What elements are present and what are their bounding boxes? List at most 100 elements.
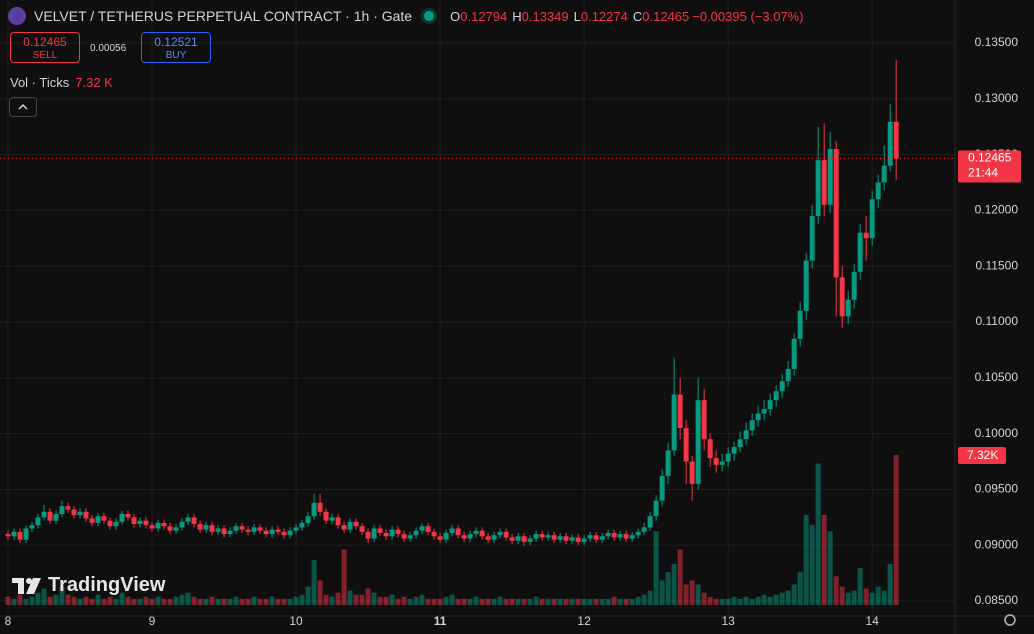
candle-body <box>689 461 695 484</box>
candle-body <box>437 536 443 540</box>
candle-body <box>443 532 449 540</box>
candle-body <box>803 260 809 311</box>
candle-body <box>89 518 95 523</box>
candle-body <box>107 520 113 527</box>
volume-bar <box>107 596 113 605</box>
y-tick-label: 0.12000 <box>975 203 1019 217</box>
candle-body <box>605 532 611 537</box>
volume-bar <box>521 598 527 605</box>
candle-body <box>167 526 173 531</box>
candle-body <box>209 525 215 532</box>
watermark-text: TradingView <box>48 574 166 596</box>
ohlc-key: O <box>450 8 461 24</box>
candle-body <box>425 526 431 532</box>
volume-value-box <box>958 447 1006 464</box>
volume-bar <box>455 598 461 605</box>
volume-bar <box>437 598 443 605</box>
volume-bar <box>827 531 833 605</box>
price-change: −0.00395 (−3.07%) <box>692 8 804 24</box>
candle-body <box>485 536 491 540</box>
volume-bar <box>833 576 839 605</box>
candle-body <box>851 271 857 300</box>
volume-bar <box>749 598 755 605</box>
volume-bar <box>863 588 869 605</box>
volume-bar <box>875 586 881 605</box>
settings-icon[interactable] <box>1004 614 1016 626</box>
volume-legend: Vol · Ticks 7.32 K <box>10 75 113 90</box>
volume-bar <box>839 586 845 605</box>
volume-bar <box>815 463 821 605</box>
volume-bar <box>407 598 413 605</box>
volume-bar <box>545 598 551 605</box>
collapse-button[interactable] <box>9 97 37 117</box>
candle-body <box>701 400 707 440</box>
candle-body <box>149 525 155 529</box>
symbol-title: VELVET / TETHERUS PERPETUAL CONTRACT · 1… <box>34 8 413 24</box>
volume-bar <box>119 592 125 605</box>
x-tick-label: 13 <box>721 614 735 628</box>
volume-bar <box>365 588 371 605</box>
volume-bar <box>791 584 797 605</box>
volume-bar <box>413 596 419 605</box>
candle-body <box>371 528 377 539</box>
volume-bar <box>845 592 851 605</box>
chevron-icon <box>18 103 28 110</box>
volume-bar <box>503 598 509 605</box>
candle-body <box>449 528 455 533</box>
candle-body <box>575 537 581 542</box>
last-price-label: 0.12465 <box>968 151 1012 165</box>
candle-body <box>845 299 851 317</box>
volume-bar <box>41 588 47 605</box>
candle-body <box>317 502 323 512</box>
ohlc-value: 0.12794 <box>460 8 508 24</box>
ohlc-key: C <box>632 8 643 24</box>
volume-bar <box>239 598 245 605</box>
y-tick-label: 0.09000 <box>975 537 1019 551</box>
volume-bar <box>329 596 335 605</box>
candle-body <box>611 532 617 538</box>
candle-body <box>683 428 689 462</box>
volume-bar <box>731 596 737 605</box>
candle-body <box>125 513 131 518</box>
sell-button[interactable]: 0.12465 SELL <box>10 32 80 63</box>
volume-bar <box>185 592 191 605</box>
volume-bar <box>557 598 563 605</box>
candle-body <box>59 506 65 514</box>
volume-bar <box>251 596 257 605</box>
volume-bar <box>5 596 11 605</box>
volume-bar <box>725 598 731 605</box>
candle-body <box>563 536 569 541</box>
candle-body <box>581 538 587 542</box>
x-tick-label: 9 <box>149 614 156 628</box>
candle-body <box>281 531 287 536</box>
volume-bar <box>569 598 575 605</box>
volume-bar <box>191 596 197 605</box>
candle-body <box>623 534 629 539</box>
volume-legend-value: 7.32 K <box>75 75 113 90</box>
volume-bar <box>77 598 83 605</box>
volume-bar <box>509 598 515 605</box>
volume-bar <box>737 598 743 605</box>
sell-label: SELL <box>32 50 58 61</box>
volume-bar <box>53 594 59 605</box>
buy-price: 0.12521 <box>154 35 198 49</box>
candle-body <box>353 521 359 527</box>
volume-bar <box>371 592 377 605</box>
volume-bar <box>755 596 761 605</box>
candle-body <box>335 517 341 526</box>
candle-body <box>737 439 743 448</box>
volume-bar <box>797 572 803 605</box>
volume-bar <box>821 514 827 605</box>
candle-body <box>551 535 557 540</box>
candle-body <box>173 527 179 531</box>
volume-bar <box>533 596 539 605</box>
candle-body <box>137 520 143 525</box>
candle-body <box>35 517 41 526</box>
candle-body <box>641 527 647 532</box>
y-tick-label: 0.13500 <box>975 35 1019 49</box>
candle-body <box>299 522 305 528</box>
candle-body <box>143 520 149 526</box>
volume-bar <box>221 598 227 605</box>
candle-body <box>341 525 347 530</box>
buy-button[interactable]: 0.12521 BUY <box>141 32 211 63</box>
